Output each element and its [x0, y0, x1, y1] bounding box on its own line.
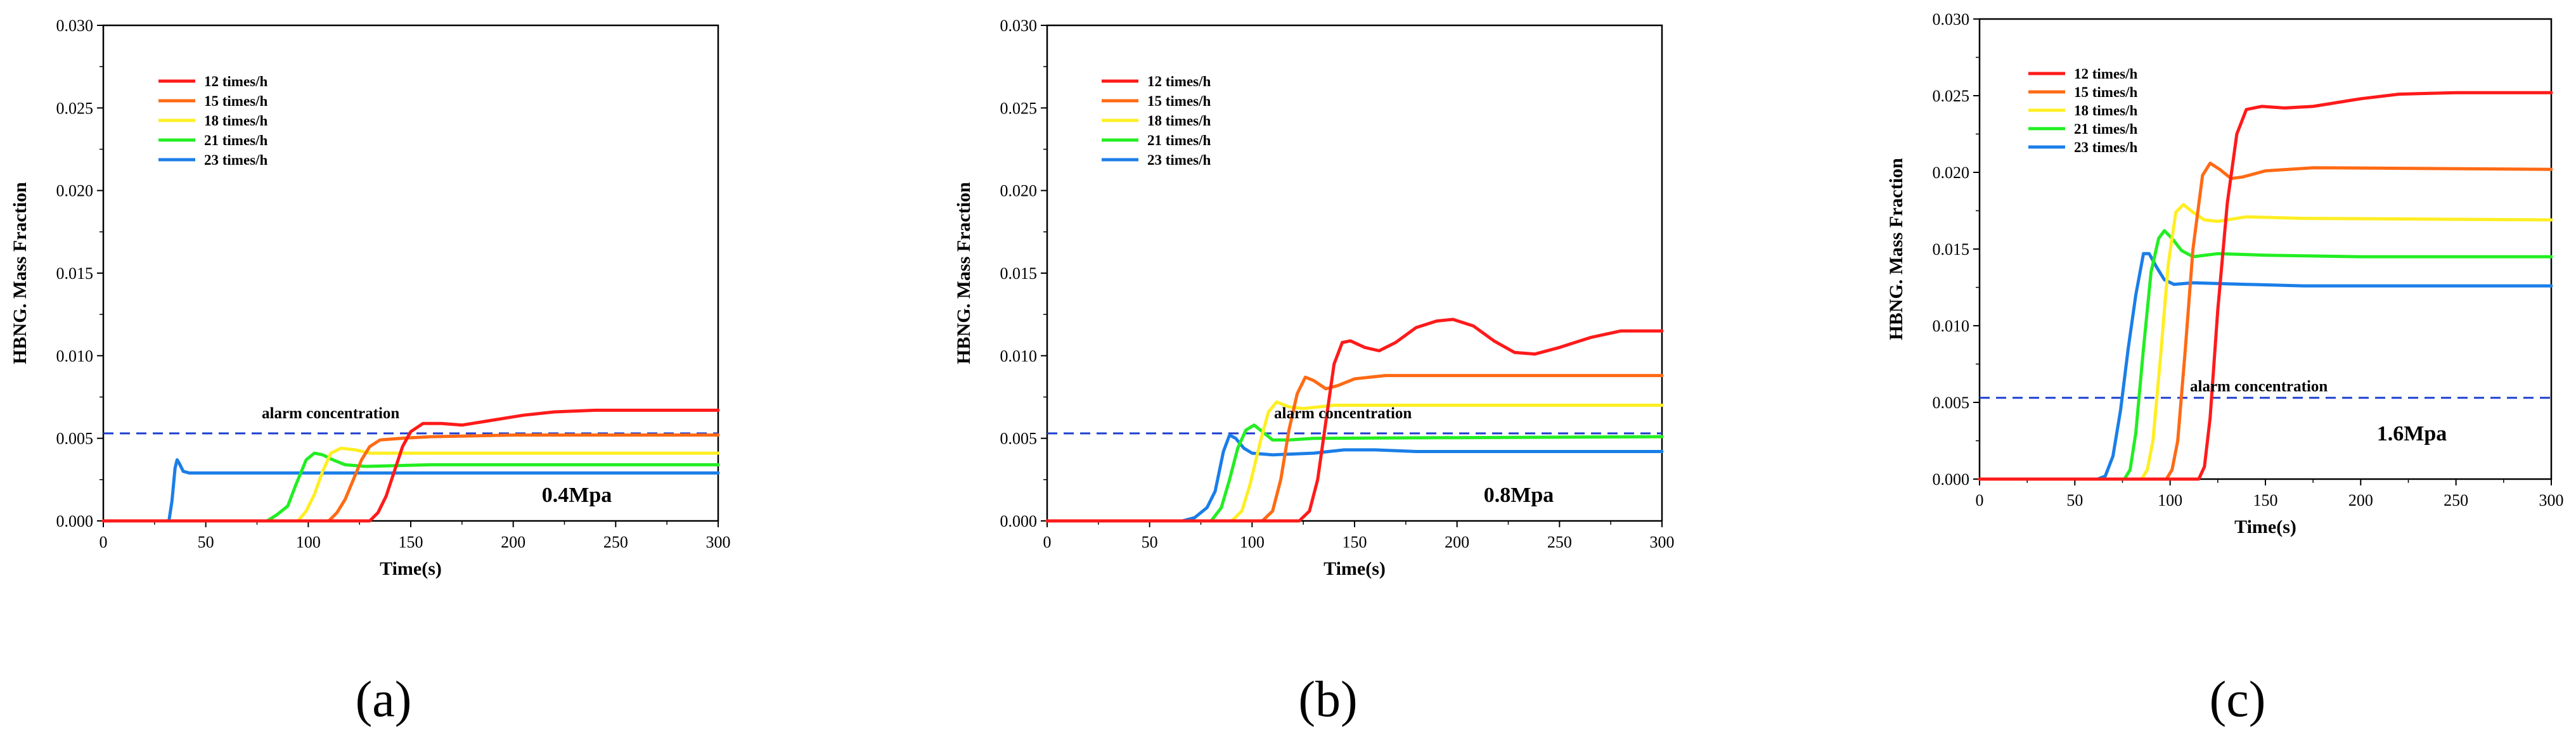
legend-entry: 21 times/h — [204, 132, 268, 148]
y-tick-label: 0.005 — [56, 430, 94, 448]
legend-entry: 12 times/h — [2074, 66, 2138, 82]
chart-panel-b: 0 50 100 150 200 250 300 0.000 0.005 0.010 0.015 0.… — [953, 16, 1675, 727]
y-tick-label: 0.020 — [56, 182, 94, 200]
y-axis-title: HBNG. Mass Fraction — [953, 182, 974, 364]
panel-label: (c) — [2210, 672, 2266, 727]
plot-frame — [102, 24, 719, 522]
legend-entry: 12 times/h — [204, 74, 268, 89]
y-tick-label: 0.005 — [1933, 394, 1970, 412]
pressure-label: 0.4Mpa — [542, 484, 612, 507]
x-tick-label: 100 — [296, 533, 321, 551]
y-tick-label: 0.020 — [1933, 163, 1970, 182]
y-tick-label: 0.010 — [56, 347, 94, 365]
x-tick-label: 250 — [1547, 533, 1572, 551]
y-tick-label: 0.000 — [1000, 512, 1038, 530]
series-line-12-times-h — [1978, 91, 2553, 481]
series-line-15-times-h — [1045, 374, 1664, 523]
pressure-label: 0.8Mpa — [1484, 484, 1554, 507]
x-tick-label: 250 — [603, 533, 628, 551]
chart-panel-a: 0 50 100 150 200 250 300 0.000 0.005 0.010 0.015 0.… — [10, 16, 731, 727]
series-line-23-times-h — [1978, 252, 2553, 481]
series-line-15-times-h — [101, 433, 720, 523]
series-line-21-times-h — [101, 451, 720, 523]
x-tick-label: 0 — [1043, 533, 1052, 551]
x-axis-title: Time(s) — [380, 558, 442, 579]
y-tick-label: 0.015 — [1000, 264, 1038, 283]
legend-entry: 15 times/h — [1147, 93, 1211, 109]
x-tick-label: 100 — [1240, 533, 1265, 551]
y-tick-label: 0.020 — [1000, 182, 1038, 200]
panel-label: (a) — [356, 672, 412, 727]
y-tick-label: 0.030 — [1000, 16, 1038, 35]
alarm-concentration-label: alarm concentration — [262, 405, 399, 422]
legend-entry: 15 times/h — [204, 93, 268, 109]
pressure-label: 1.6Mpa — [2377, 422, 2447, 445]
legend-entry: 23 times/h — [2074, 139, 2138, 155]
legend-entry: 12 times/h — [1147, 74, 1211, 89]
series-line-21-times-h — [1045, 423, 1664, 523]
panel-label: (b) — [1298, 672, 1357, 727]
legend-entry: 21 times/h — [2074, 121, 2138, 137]
x-tick-label: 150 — [2253, 491, 2278, 509]
series-line-18-times-h — [101, 446, 720, 523]
x-tick-label: 200 — [501, 533, 525, 551]
x-tick-label: 300 — [2539, 491, 2564, 509]
y-tick-label: 0.000 — [56, 512, 94, 530]
y-tick-label: 0.005 — [1000, 430, 1038, 448]
x-tick-label: 100 — [2158, 491, 2182, 509]
alarm-concentration-label: alarm concentration — [2190, 378, 2328, 395]
y-tick-label: 0.015 — [56, 264, 94, 283]
y-tick-label: 0.010 — [1933, 317, 1970, 335]
series-line-18-times-h — [1978, 203, 2553, 481]
y-tick-label: 0.000 — [1933, 470, 1970, 489]
x-tick-label: 150 — [399, 533, 423, 551]
legend-entry: 18 times/h — [204, 113, 268, 129]
series-line-21-times-h — [1978, 229, 2553, 481]
series-line-23-times-h — [1045, 433, 1664, 523]
x-tick-label: 0 — [100, 533, 108, 551]
legend-entry: 18 times/h — [2074, 103, 2138, 119]
x-axis-title: Time(s) — [2234, 516, 2296, 537]
y-tick-label: 0.025 — [56, 99, 94, 117]
legend-entry: 23 times/h — [1147, 152, 1211, 168]
legend-entry: 15 times/h — [2074, 84, 2138, 100]
y-axis-title: HBNG. Mass Fraction — [10, 182, 30, 364]
x-tick-label: 50 — [2066, 491, 2083, 509]
y-tick-label: 0.025 — [1000, 99, 1038, 117]
y-tick-label: 0.010 — [1000, 347, 1038, 365]
series-line-23-times-h — [101, 458, 720, 523]
y-axis-title: HBNG. Mass Fraction — [1886, 158, 1907, 340]
plot-frame — [1046, 24, 1663, 522]
alarm-concentration-label: alarm concentration — [1274, 405, 1412, 422]
legend-entry: 23 times/h — [204, 152, 268, 168]
series-line-12-times-h — [1045, 317, 1664, 523]
chart-panel-c: 0 50 100 150 200 250 300 0.000 0.005 0.010 0.015 0.… — [1886, 10, 2564, 727]
series-line-15-times-h — [1978, 162, 2553, 481]
x-tick-label: 200 — [2348, 491, 2373, 509]
plot-frame — [1978, 18, 2553, 480]
y-tick-label: 0.015 — [1933, 240, 1970, 259]
x-axis-title: Time(s) — [1323, 558, 1386, 579]
x-tick-label: 50 — [1142, 533, 1158, 551]
x-tick-label: 150 — [1343, 533, 1367, 551]
legend-entry: 21 times/h — [1147, 132, 1211, 148]
x-tick-label: 50 — [198, 533, 214, 551]
x-tick-label: 250 — [2444, 491, 2468, 509]
series-line-18-times-h — [1045, 400, 1664, 523]
x-tick-label: 300 — [1650, 533, 1675, 551]
y-tick-label: 0.025 — [1933, 87, 1970, 105]
y-tick-label: 0.030 — [1933, 10, 1970, 29]
x-tick-label: 300 — [706, 533, 731, 551]
legend-entry: 18 times/h — [1147, 113, 1211, 129]
series-line-12-times-h — [101, 408, 720, 523]
x-tick-label: 0 — [1976, 491, 1984, 509]
y-tick-label: 0.030 — [56, 16, 94, 35]
x-tick-label: 200 — [1445, 533, 1469, 551]
